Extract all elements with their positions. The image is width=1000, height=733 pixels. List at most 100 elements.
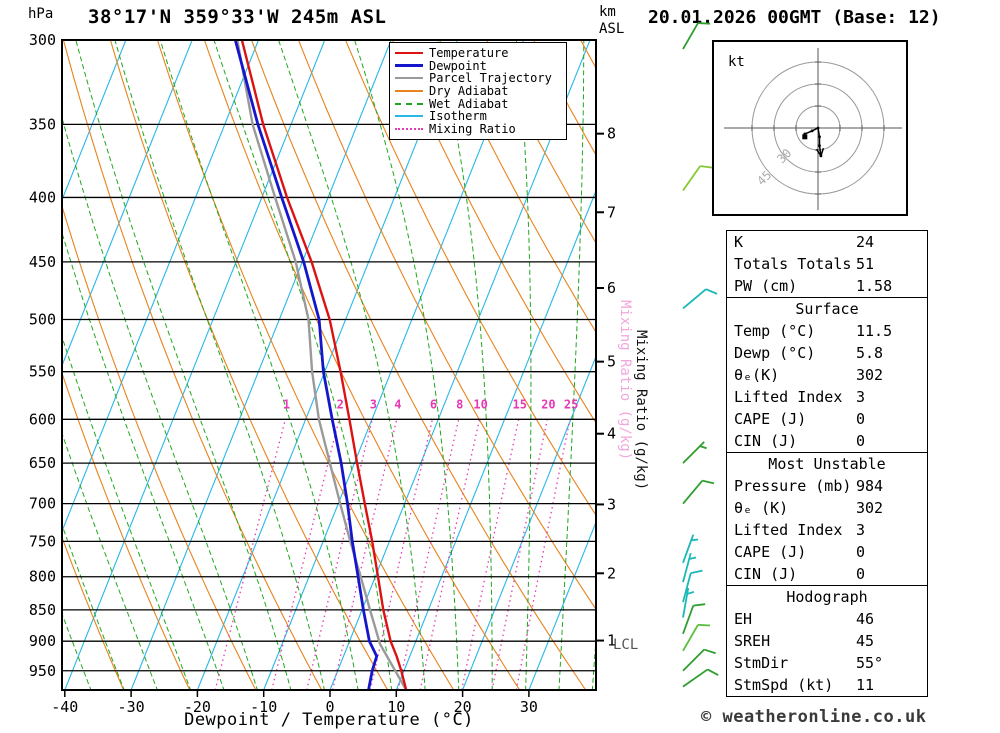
- storm-motion-marker: [802, 134, 808, 140]
- stat-label: K: [734, 233, 744, 251]
- wind-barb: [682, 569, 703, 603]
- svg-text:650: 650: [29, 454, 56, 472]
- stat-label: CIN (J): [734, 432, 798, 450]
- stat-row: StmDir 55°: [727, 652, 927, 674]
- stats-section-title: Hodograph: [786, 588, 868, 606]
- pressure-axis-unit: hPa: [28, 6, 54, 22]
- svg-text:8: 8: [456, 397, 463, 411]
- stat-row: CAPE (J) 0: [727, 408, 927, 430]
- lcl-label: LCL: [613, 637, 638, 653]
- altitude-unit-asl: ASL: [599, 21, 625, 37]
- legend-item-parcel-trajectory: Parcel Trajectory: [395, 71, 561, 85]
- svg-text:5: 5: [607, 353, 616, 371]
- svg-text:700: 700: [29, 495, 56, 513]
- wind-barb-column: [682, 22, 719, 688]
- stat-label: Lifted Index: [734, 521, 843, 539]
- stat-row: Dewp (°C) 5.8: [727, 342, 927, 364]
- stat-row: K 24: [727, 231, 927, 253]
- stat-label: Temp (°C): [734, 322, 816, 340]
- legend-swatch-wet-adiabat: [395, 102, 423, 105]
- station-title: 38°17'N 359°33'W 245m ASL: [88, 6, 387, 28]
- stats-section-title: Surface: [795, 300, 859, 318]
- svg-text:3: 3: [370, 397, 377, 411]
- x-axis-label: Dewpoint / Temperature (°C): [184, 710, 474, 730]
- profiles: [233, 40, 408, 690]
- legend-label: Dry Adiabat: [429, 84, 509, 99]
- svg-text:-40: -40: [51, 698, 78, 716]
- hodograph-unit-label: kt: [728, 54, 745, 70]
- svg-text:-30: -30: [118, 698, 145, 716]
- legend-swatch-temperature: [395, 52, 423, 55]
- stat-value: 0: [856, 565, 866, 583]
- svg-text:900: 900: [29, 632, 56, 650]
- svg-text:4: 4: [607, 425, 616, 443]
- svg-text:6: 6: [607, 279, 616, 297]
- stat-value: 0: [856, 543, 866, 561]
- legend-item-temperature: Temperature: [395, 46, 561, 60]
- altitude-unit-km: km: [599, 4, 616, 20]
- legend-item-mixing-ratio: Mixing Ratio: [395, 121, 561, 136]
- stat-value: 984: [856, 477, 884, 495]
- legend-label: Mixing Ratio: [429, 121, 516, 136]
- km-axis: 1 2 3 4 5 6 7 8 LCL: [596, 125, 638, 653]
- svg-text:600: 600: [29, 410, 56, 428]
- svg-text:25: 25: [564, 397, 578, 411]
- stat-row: Temp (°C) 11.5: [727, 320, 927, 342]
- wind-barb: [682, 534, 699, 564]
- svg-text:2: 2: [337, 397, 344, 411]
- stat-row: PW (cm) 1.58: [727, 275, 927, 297]
- stat-label: θₑ (K): [734, 499, 789, 517]
- svg-text:8: 8: [607, 125, 616, 143]
- svg-text:350: 350: [29, 115, 56, 133]
- svg-text:10: 10: [387, 698, 405, 716]
- wind-barb: [682, 668, 719, 688]
- svg-text:300: 300: [29, 31, 56, 49]
- stat-value: 0: [856, 410, 866, 428]
- legend-label: Dewpoint: [429, 58, 487, 73]
- wind-barb: [682, 441, 707, 464]
- svg-text:0: 0: [325, 698, 334, 716]
- legend-swatch-dewpoint: [395, 64, 423, 68]
- stats-table: K 24 Totals Totals 51 PW (cm) 1.58 Surface Temp…: [726, 230, 928, 697]
- stat-row: Lifted Index 3: [727, 519, 927, 541]
- svg-text:850: 850: [29, 601, 56, 619]
- stat-value: 3: [856, 521, 866, 539]
- mixing-ratio-value-labels: 1 2 3 4 6 8 10 15 20 25: [283, 397, 578, 411]
- svg-text:1: 1: [283, 397, 290, 411]
- stat-value: 302: [856, 499, 884, 517]
- stat-row: θₑ(K) 302: [727, 364, 927, 386]
- stat-label: CAPE (J): [734, 410, 807, 428]
- mixing-ratio-axis-label: Mixing Ratio (g/kg): [633, 330, 649, 490]
- svg-text:6: 6: [430, 397, 437, 411]
- stat-value: 46: [856, 610, 875, 628]
- wind-barb: [682, 603, 706, 635]
- stat-label: CIN (J): [734, 565, 798, 583]
- stat-row: CIN (J) 0: [727, 430, 927, 452]
- svg-text:950: 950: [29, 662, 56, 680]
- plot-border: [61, 39, 597, 691]
- dewpoint-line: [233, 40, 379, 690]
- legend-item-dewpoint: Dewpoint: [395, 58, 561, 73]
- svg-text:-10: -10: [250, 698, 277, 716]
- svg-text:30: 30: [520, 698, 538, 716]
- stat-row: SREH 45: [727, 630, 927, 652]
- legend-item-wet-adiabat: Wet Adiabat: [395, 96, 561, 111]
- svg-text:400: 400: [29, 188, 56, 206]
- svg-text:20: 20: [541, 397, 555, 411]
- svg-text:7: 7: [607, 203, 616, 221]
- legend-label: Wet Adiabat: [429, 96, 509, 111]
- svg-text:3: 3: [607, 495, 616, 513]
- stat-label: Dewp (°C): [734, 344, 816, 362]
- stat-row: CIN (J) 0: [727, 563, 927, 585]
- wind-barb: [682, 288, 718, 310]
- stat-value: 24: [856, 233, 875, 251]
- stat-label: EH: [734, 610, 753, 628]
- svg-text:4: 4: [394, 397, 401, 411]
- wind-barb: [682, 552, 697, 583]
- wind-barb: [682, 587, 695, 618]
- stat-label: Totals Totals: [734, 255, 852, 273]
- legend-label: Isotherm: [429, 109, 487, 124]
